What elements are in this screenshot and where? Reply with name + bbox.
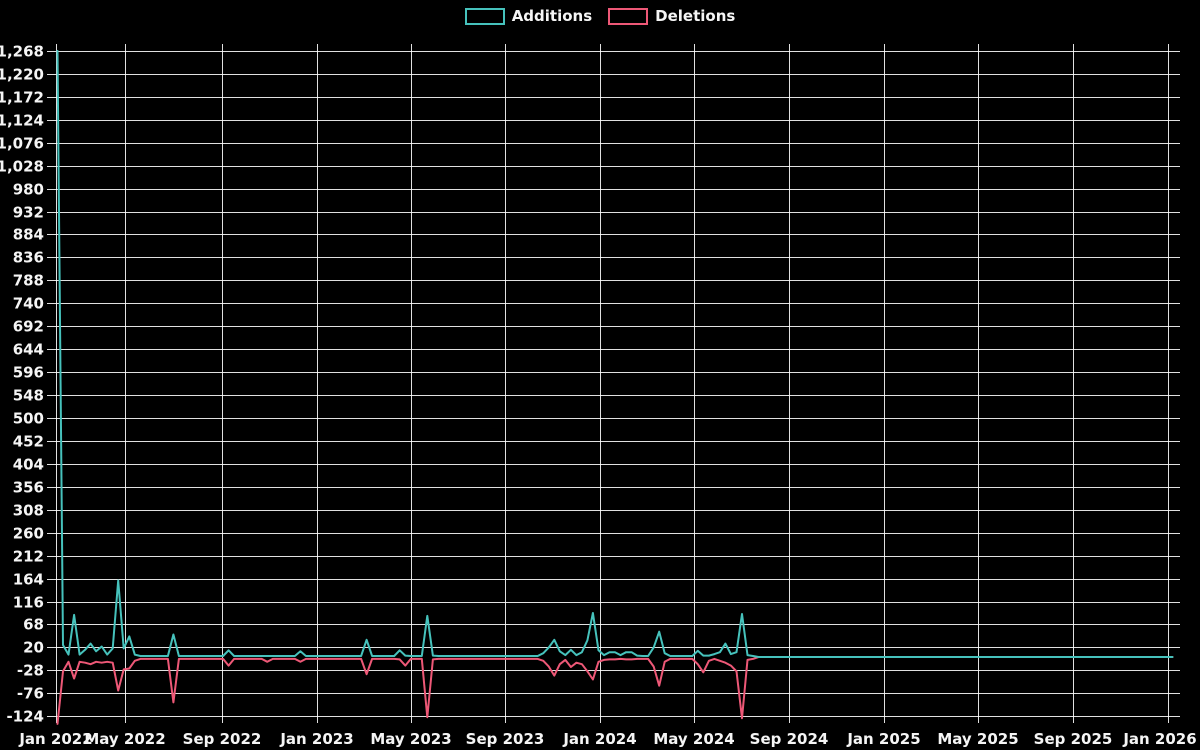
x-tick-label: Jan 2024 (562, 730, 636, 748)
y-tick-label: 884 (13, 226, 44, 244)
x-tick-label: Sep 2023 (466, 730, 545, 748)
y-tick-label: 740 (13, 295, 44, 313)
deletions-line (56, 656, 1174, 725)
x-tick-label: Sep 2022 (183, 730, 262, 748)
y-tick-label: 1,172 (0, 89, 44, 107)
additions-line (56, 49, 1174, 658)
y-tick-label: 788 (13, 272, 44, 290)
x-tick-label: Jan 2026 (1122, 730, 1196, 748)
y-tick-label: 308 (13, 502, 44, 520)
y-tick-label: 548 (13, 387, 44, 405)
x-tick-label: Jan 2025 (846, 730, 920, 748)
x-tick-label: Sep 2024 (750, 730, 829, 748)
y-tick-label: 356 (13, 479, 44, 497)
y-tick-label: -28 (17, 662, 44, 680)
y-tick-label: 932 (13, 204, 44, 222)
y-axis-labels: 1,268 1,220 1,172 1,124 1,076 1,028 980 932 884 8… (0, 43, 44, 726)
y-tick-label: 404 (13, 456, 44, 474)
legend-item-additions[interactable]: Additions (464, 7, 593, 25)
y-tick-label: 596 (13, 364, 44, 382)
y-tick-label: 1,028 (0, 158, 44, 176)
chart-legend: Additions Deletions (0, 8, 1200, 25)
y-tick-label: 20 (23, 639, 44, 657)
y-tick-label: 68 (23, 616, 44, 634)
y-tick-label: 164 (13, 571, 44, 589)
y-tick-label: 836 (13, 249, 44, 267)
y-tick-label: 116 (13, 594, 44, 612)
y-tick-label: -76 (17, 685, 44, 703)
x-tick-label: Jan 2022 (18, 730, 92, 748)
y-tick-label: 1,268 (0, 43, 44, 61)
x-tick-label: May 2025 (937, 730, 1018, 748)
x-gridlines (56, 44, 1169, 723)
y-tick-label: 1,076 (0, 135, 44, 153)
y-tick-label: 452 (13, 433, 44, 451)
legend-label-additions: Additions (511, 7, 593, 25)
y-tick-label: 260 (13, 525, 44, 543)
additions-swatch-icon (464, 8, 505, 25)
x-tick-label: May 2022 (84, 730, 165, 748)
deletions-swatch-icon (608, 8, 649, 25)
y-gridlines (47, 51, 1180, 717)
x-tick-label: May 2024 (653, 730, 734, 748)
legend-label-deletions: Deletions (655, 7, 736, 25)
x-tick-label: Jan 2023 (279, 730, 353, 748)
y-tick-label: 1,124 (0, 112, 44, 130)
y-tick-label: 500 (13, 410, 44, 428)
y-tick-label: 212 (13, 548, 44, 566)
legend-item-deletions[interactable]: Deletions (608, 8, 735, 25)
y-tick-label: 644 (13, 341, 44, 359)
y-tick-label: -124 (6, 708, 44, 726)
x-tick-label: Sep 2025 (1034, 730, 1113, 748)
y-tick-label: 980 (13, 181, 44, 199)
y-tick-label: 692 (13, 318, 44, 336)
x-tick-label: May 2023 (370, 730, 451, 748)
y-tick-label: 1,220 (0, 66, 44, 84)
